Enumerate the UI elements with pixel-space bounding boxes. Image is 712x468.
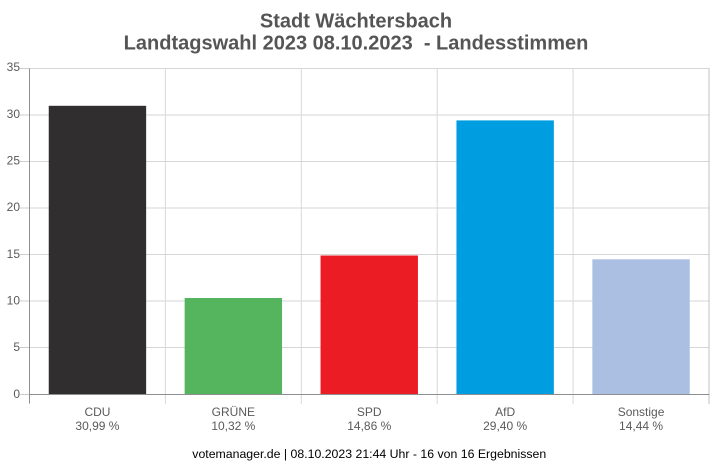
svg-text:15: 15	[7, 247, 21, 261]
svg-text:25: 25	[7, 154, 21, 168]
svg-text:5: 5	[13, 340, 20, 354]
svg-text:Stadt Wächtersbach: Stadt Wächtersbach	[260, 11, 452, 33]
svg-text:SPD: SPD	[357, 405, 382, 419]
svg-text:10: 10	[7, 294, 21, 308]
svg-text:29,40 %: 29,40 %	[483, 419, 527, 433]
svg-text:20: 20	[7, 200, 21, 214]
svg-text:30: 30	[7, 107, 21, 121]
svg-text:0: 0	[13, 387, 20, 401]
svg-text:CDU: CDU	[84, 405, 110, 419]
svg-text:votemanager.de | 08.10.2023 21: votemanager.de | 08.10.2023 21:44 Uhr - …	[192, 447, 546, 461]
svg-text:30,99 %: 30,99 %	[75, 419, 119, 433]
svg-text:14,86 %: 14,86 %	[347, 419, 391, 433]
svg-text:10,32 %: 10,32 %	[211, 419, 255, 433]
svg-text:Landtagswahl 2023 08.10.2023: Landtagswahl 2023 08.10.2023 - Landessti…	[124, 32, 589, 54]
svg-text:Sonstige: Sonstige	[618, 405, 665, 419]
svg-text:14,44 %: 14,44 %	[619, 419, 663, 433]
svg-text:35: 35	[7, 60, 21, 74]
svg-text:GRÜNE: GRÜNE	[212, 405, 255, 419]
svg-text:AfD: AfD	[495, 405, 515, 419]
